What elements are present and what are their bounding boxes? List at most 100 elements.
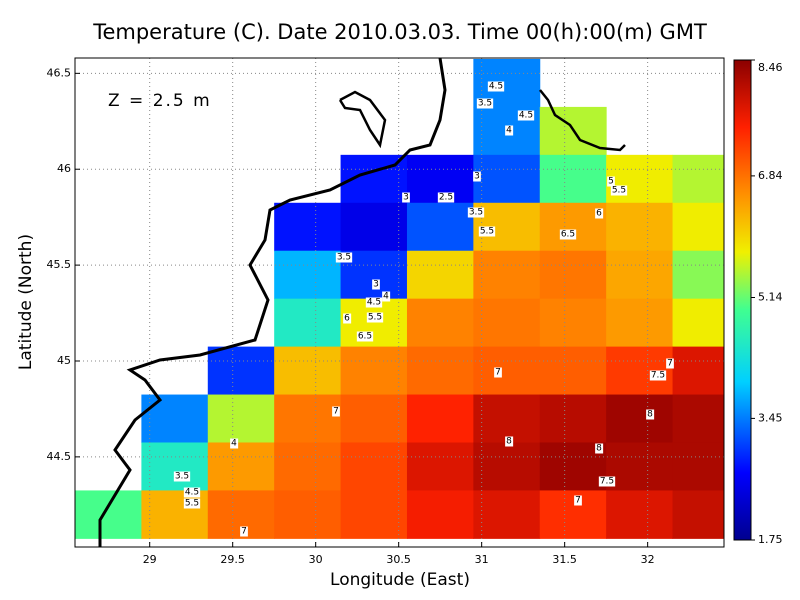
y-tick-label: 46: [57, 162, 71, 175]
lake: [338, 90, 387, 149]
contour-label: 4: [231, 439, 237, 449]
contour-label: 8: [506, 437, 512, 447]
cell: [539, 298, 607, 348]
cell: [473, 346, 541, 396]
x-tick-label: 29: [143, 553, 157, 566]
contour-label-bg: [343, 313, 352, 324]
contour-label: 5.5: [185, 499, 199, 509]
contour-label: 5.5: [480, 227, 494, 237]
cell: [539, 394, 607, 443]
contour-label-bg: [402, 192, 410, 203]
contour-label-bg: [505, 436, 514, 447]
coastline: [98, 58, 447, 547]
cell: [274, 442, 342, 491]
cell: [340, 202, 408, 252]
contour-label: 7.5: [651, 371, 665, 381]
cell: [141, 394, 209, 443]
cell: [340, 442, 408, 491]
contour-label-bg: [476, 98, 494, 109]
cell: [207, 346, 275, 396]
y-tick-label: 44.5: [47, 450, 72, 463]
x-tick-label: 31: [475, 553, 489, 566]
colorbar-label: 3.45: [758, 411, 783, 424]
x-tick-label: 30.5: [386, 553, 411, 566]
contour-label-bg: [230, 438, 239, 449]
colorbar: [733, 59, 752, 541]
cell: [606, 442, 674, 491]
contour-label: 4.5: [489, 82, 503, 92]
cell: [539, 154, 607, 204]
colorbar-label: 1.75: [758, 533, 783, 546]
x-tick-label: 31.5: [552, 553, 577, 566]
cell: [606, 298, 674, 348]
contour-label: 6: [596, 209, 602, 219]
contour-label: 7: [241, 527, 247, 537]
cell: [473, 490, 541, 539]
contour-label: 8: [647, 410, 653, 420]
contour-label-bg: [607, 176, 615, 187]
colorbar-label: 8.46: [758, 61, 783, 74]
y-axis-label: Latitude (North): [16, 234, 36, 370]
x-tick-label: 32: [641, 553, 655, 566]
contour-label-bg: [335, 252, 353, 263]
contour-label-bg: [183, 498, 201, 509]
contour-label: 7: [333, 407, 339, 417]
contour-label-bg: [365, 297, 383, 308]
cell: [340, 490, 408, 539]
contour-label-bg: [382, 291, 391, 302]
contour-label: 5.5: [612, 186, 626, 196]
contour-label-bg: [467, 207, 485, 218]
field: [75, 58, 724, 539]
cell: [473, 394, 541, 443]
contour-label: 2.5: [439, 193, 453, 203]
contour-label: 3: [373, 280, 379, 290]
contour-label-bg: [517, 110, 535, 121]
contour-label: 4: [506, 126, 512, 136]
y-tick-label: 45: [57, 354, 71, 367]
cell: [672, 394, 724, 443]
contour-label-bg: [473, 171, 481, 182]
contour-label-bg: [366, 312, 384, 323]
cell: [539, 250, 607, 300]
x-tick-label: 29.5: [220, 553, 245, 566]
cell: [672, 442, 724, 491]
contour-label-bg: [610, 185, 628, 196]
contour-label: 5: [608, 177, 614, 187]
contour-label: 5.5: [368, 313, 382, 323]
colorbar-label: 6.84: [758, 169, 783, 182]
cell: [539, 490, 607, 539]
contour-label: 7.5: [600, 477, 614, 487]
contour-label-bg: [595, 443, 604, 454]
cell: [274, 202, 342, 252]
grid: [75, 58, 724, 547]
cell: [340, 346, 408, 396]
contour-label: 3: [403, 193, 409, 203]
cell: [606, 154, 674, 204]
contour-label: 7: [495, 368, 501, 378]
contour-label-bg: [666, 358, 674, 369]
contour-label-bg: [372, 279, 380, 290]
contour-label: 7: [575, 496, 581, 506]
x-tick-label: 30: [309, 553, 323, 566]
cell: [672, 202, 724, 252]
contour-label-bg: [356, 331, 374, 342]
contour-label-bg: [183, 487, 201, 498]
contour-label: 3: [474, 172, 480, 182]
lake: [539, 89, 626, 152]
contour-label: 4.5: [519, 111, 533, 121]
cell: [406, 394, 474, 443]
cell: [672, 250, 724, 300]
cell: [473, 250, 541, 300]
contour-label-bg: [494, 367, 502, 378]
y-tick-label: 45.5: [47, 258, 72, 271]
cell: [473, 154, 541, 204]
contour-label: 6.5: [561, 230, 575, 240]
cell: [672, 490, 724, 539]
x-axis-label: Longitude (East): [330, 570, 470, 590]
cell: [274, 394, 342, 443]
chart-title: Temperature (C). Date 2010.03.03. Time 0…: [92, 20, 707, 44]
contour-label: 3.5: [175, 472, 189, 482]
cell: [672, 154, 724, 204]
contour-label: 6: [344, 314, 350, 324]
colorbar-label: 5.14: [758, 290, 783, 303]
